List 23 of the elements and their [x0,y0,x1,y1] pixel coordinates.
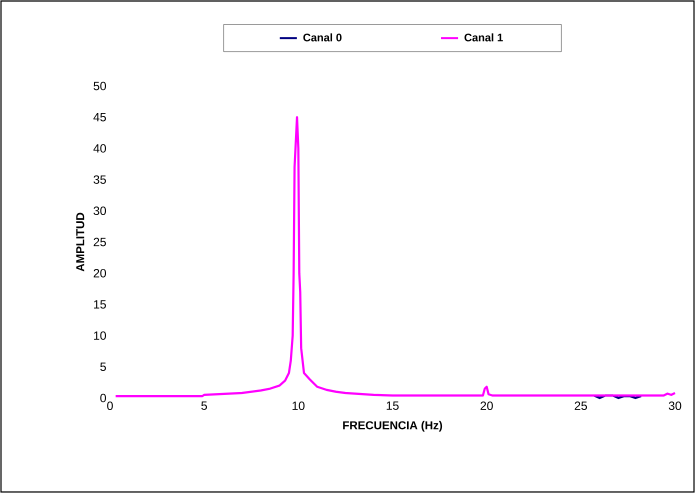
x-tick-label: 20 [480,402,493,410]
x-tick-label: 30 [668,402,682,410]
y-tick-label: 45 [93,113,106,122]
x-tick-label: 5 [201,402,207,410]
x-axis-title: FRECUENCIA (Hz) [343,420,442,432]
y-tick-label: 5 [100,362,106,371]
y-tick-label: 50 [94,82,106,90]
y-tick-label: 40 [93,144,106,153]
y-tick-label: 30 [94,206,106,216]
y-tick-label: 10 [94,331,106,340]
x-tick-label: 10 [292,402,305,410]
x-tick-label: 15 [386,402,399,410]
y-tick-label: 25 [94,238,106,246]
y-tick-label: 35 [94,175,106,184]
legend-label: Canal 0 [303,33,342,42]
y-tick-label: 15 [94,300,106,309]
line-series [114,116,676,398]
y-tick-label: 0 [100,394,106,402]
x-tick-label: 25 [574,402,588,410]
legend-label: Canal 1 [464,33,503,42]
x-tick-label: 0 [107,402,113,410]
y-tick-label: 20 [94,268,106,278]
y-axis-title: AMPLITUD [76,212,84,272]
